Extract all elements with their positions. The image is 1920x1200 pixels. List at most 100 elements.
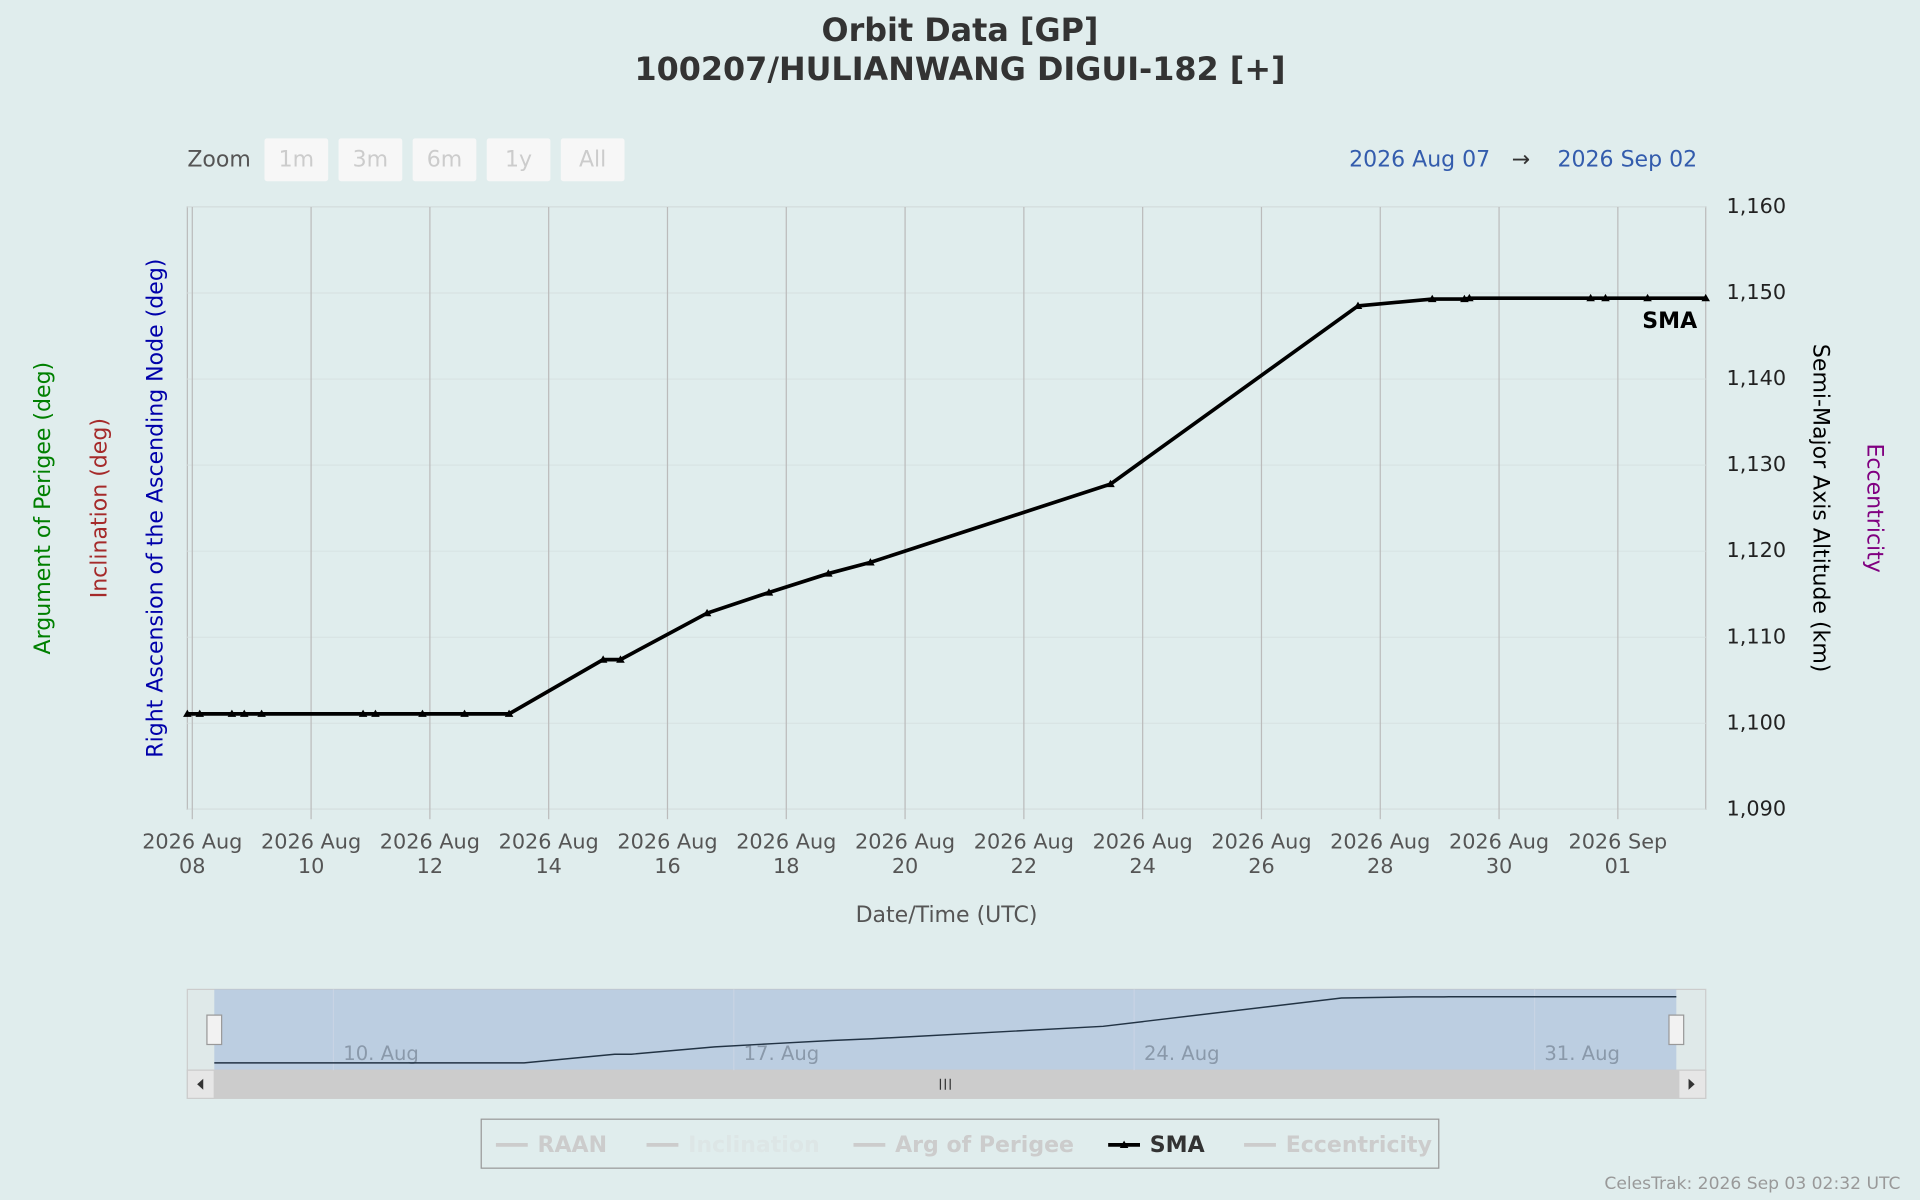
data-point xyxy=(1643,293,1652,302)
x-tick-label: 18 xyxy=(773,854,799,878)
data-point xyxy=(824,569,833,577)
x-tick-label: 16 xyxy=(654,854,680,878)
zoom-button[interactable] xyxy=(264,138,329,182)
data-point xyxy=(598,655,608,663)
x-tick-label: 2026 Aug xyxy=(1330,829,1430,853)
series-end-label: SMA xyxy=(1642,309,1697,334)
axis-title: Inclination (deg) xyxy=(87,418,112,598)
zoom-label: Zoom xyxy=(187,147,251,172)
x-tick-label: 2026 Aug xyxy=(261,829,361,853)
data-point xyxy=(1465,293,1474,302)
x-tick-label: 2026 Aug xyxy=(1093,829,1193,853)
scroll-grip[interactable] xyxy=(939,1078,951,1090)
navigator-tick-label: 10. Aug xyxy=(343,1042,419,1065)
data-point xyxy=(1106,479,1115,488)
x-axis-title: Date/Time (UTC) xyxy=(856,903,1038,928)
navigator-tick-label: 24. Aug xyxy=(1144,1042,1220,1065)
x-tick-label: 01 xyxy=(1605,854,1631,878)
y-tick-label: 1,110 xyxy=(1727,624,1787,648)
x-tick-label: 2026 Aug xyxy=(617,829,717,853)
x-tick-label: 2026 Aug xyxy=(736,829,836,853)
credit[interactable]: CelesTrak: 2026 Sep 03 02:32 UTC xyxy=(1604,1174,1900,1194)
navigator-handle[interactable] xyxy=(1668,1014,1685,1046)
x-tick-label: 14 xyxy=(535,854,561,878)
chart-subtitle[interactable]: 100207/HULIANWANG DIGUI-182 [+] xyxy=(634,50,1285,88)
zoom-button[interactable] xyxy=(560,138,625,182)
legend-label[interactable]: SMA xyxy=(1150,1133,1205,1158)
legend-marker xyxy=(1119,1140,1129,1148)
x-tick-label: 28 xyxy=(1367,854,1393,878)
scroll-right-arrow xyxy=(1688,1078,1695,1090)
data-point xyxy=(195,709,205,717)
y-tick-label: 1,120 xyxy=(1727,538,1787,562)
data-point xyxy=(358,709,368,717)
navigator-handle[interactable] xyxy=(206,1014,223,1046)
data-point xyxy=(1353,301,1363,309)
x-tick-label: 2026 Aug xyxy=(855,829,955,853)
x-tick-label: 20 xyxy=(892,854,918,878)
legend-label[interactable]: RAAN xyxy=(538,1133,608,1158)
x-tick-label: 22 xyxy=(1011,854,1037,878)
zoom-button-label: 1y xyxy=(505,147,532,172)
axis-title: Eccentricity xyxy=(1861,443,1886,572)
legend-label[interactable]: Inclination xyxy=(688,1133,820,1158)
x-tick-label: 24 xyxy=(1129,854,1155,878)
y-tick-label: 1,140 xyxy=(1727,366,1787,390)
navigator-tick-label: 17. Aug xyxy=(744,1042,820,1065)
range-arrow: → xyxy=(1512,147,1530,172)
y-tick-label: 1,130 xyxy=(1727,452,1787,476)
data-point xyxy=(371,709,380,717)
axis-title: Semi-Major Axis Altitude (km) xyxy=(1808,344,1833,672)
y-tick-label: 1,100 xyxy=(1727,710,1787,734)
data-point xyxy=(460,709,469,717)
range-to[interactable]: 2026 Sep 02 xyxy=(1558,147,1698,172)
zoom-button-label: 3m xyxy=(353,147,388,172)
axis-title: Right Ascension of the Ascending Node (d… xyxy=(144,259,169,758)
data-point xyxy=(418,709,427,717)
y-tick-label: 1,150 xyxy=(1727,280,1787,304)
data-point xyxy=(1701,293,1710,302)
navigator-mask xyxy=(214,989,1677,1071)
range-from[interactable]: 2026 Aug 07 xyxy=(1349,147,1490,172)
scrollbar[interactable] xyxy=(186,1069,1707,1099)
data-point xyxy=(504,709,514,717)
scroll-left-arrow xyxy=(197,1078,204,1090)
data-point xyxy=(1601,293,1610,302)
data-point xyxy=(702,608,712,617)
data-point xyxy=(257,709,266,717)
legend-label[interactable]: Eccentricity xyxy=(1286,1133,1432,1158)
zoom-button-label: 1m xyxy=(279,147,314,172)
y-tick-label: 1,090 xyxy=(1727,796,1787,820)
data-point xyxy=(866,558,875,566)
x-tick-label: 30 xyxy=(1486,854,1512,878)
x-tick-label: 2026 Aug xyxy=(380,829,480,853)
x-tick-label: 2026 Aug xyxy=(1211,829,1311,853)
data-point xyxy=(227,709,237,717)
legend-label[interactable]: Arg of Perigee xyxy=(895,1133,1074,1158)
zoom-button[interactable] xyxy=(338,138,403,182)
navigator-line xyxy=(214,996,1677,1064)
x-tick-label: 26 xyxy=(1248,854,1274,878)
chart-title: Orbit Data [GP] xyxy=(822,11,1099,49)
legend-box xyxy=(480,1118,1440,1169)
data-point xyxy=(764,588,774,596)
y-tick-label: 1,160 xyxy=(1727,194,1787,218)
x-tick-label: 12 xyxy=(417,854,443,878)
x-tick-label: 08 xyxy=(179,854,205,878)
x-tick-label: 2026 Aug xyxy=(1449,829,1549,853)
x-tick-label: 2026 Aug xyxy=(974,829,1074,853)
data-point xyxy=(1586,293,1595,302)
data-point xyxy=(239,709,249,717)
zoom-button[interactable] xyxy=(486,138,551,182)
x-tick-label: 2026 Aug xyxy=(142,829,242,853)
zoom-button-label: All xyxy=(579,147,606,172)
navigator-tick-label: 31. Aug xyxy=(1544,1042,1620,1065)
data-point xyxy=(616,655,625,663)
x-tick-label: 10 xyxy=(298,854,324,878)
zoom-button[interactable] xyxy=(412,138,477,182)
zoom-button-label: 6m xyxy=(427,147,462,172)
x-tick-label: 2026 Aug xyxy=(499,829,599,853)
axis-title: Argument of Perigee (deg) xyxy=(31,362,56,655)
